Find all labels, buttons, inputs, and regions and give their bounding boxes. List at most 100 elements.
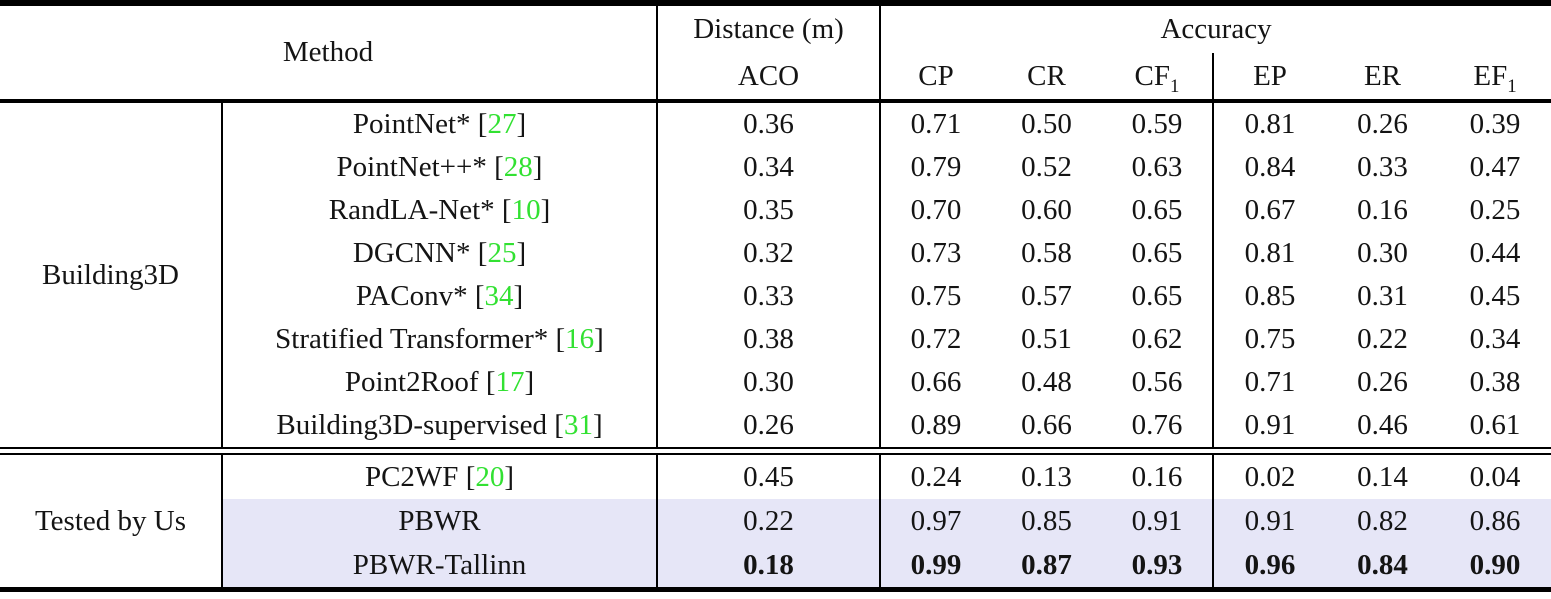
accuracy-group-header: Accuracy bbox=[878, 6, 1551, 53]
header-row-groups: Method Distance (m) Accuracy bbox=[0, 6, 1551, 68]
value-cell: 0.79 bbox=[879, 146, 991, 189]
value-cell: 0.97 bbox=[879, 499, 991, 543]
value-cell: 0.38 bbox=[1469, 366, 1521, 398]
accuracy-column-header: CR bbox=[1027, 59, 1066, 92]
table-row: PAConv* [34] 0.33 0.75 0.57 0.65 0.85 0.31 0.45 bbox=[0, 275, 1551, 318]
value-cell: 0.48 bbox=[1021, 366, 1072, 398]
value-cell: 0.61 bbox=[1469, 409, 1521, 441]
value-cell: 0.39 bbox=[1469, 108, 1521, 140]
value-cell: 0.52 bbox=[1021, 151, 1072, 183]
value-cell: 0.75 bbox=[1212, 318, 1326, 361]
bottom-rule bbox=[0, 587, 1551, 592]
metric-subscript: 1 bbox=[1170, 75, 1180, 97]
table-row: PBWR 0.22 0.97 0.85 0.91 0.91 0.82 0.86 bbox=[0, 499, 1551, 543]
method-cell: PBWR bbox=[221, 499, 657, 543]
method-cell: Stratified Transformer* [16] bbox=[221, 318, 657, 361]
value-cell: 0.30 bbox=[656, 361, 880, 404]
value-cell: 0.89 bbox=[879, 404, 991, 447]
value-cell: 0.56 bbox=[1131, 366, 1183, 398]
table-row: Building3D-supervised [31] 0.26 0.89 0.66 0.… bbox=[0, 404, 1551, 447]
value-cell: 0.72 bbox=[879, 318, 991, 361]
value-cell: 0.46 bbox=[1357, 409, 1408, 441]
citation-link[interactable]: 10 bbox=[511, 194, 541, 226]
value-cell: 0.24 bbox=[879, 455, 991, 499]
table-row: Building3D PointNet* [27] 0.36 0.71 0.50 0.59… bbox=[0, 103, 1551, 291]
table-row: Tested by Us PC2WF [20] 0.45 0.24 0.13 0.16 0.… bbox=[0, 455, 1551, 537]
value-cell: 0.67 bbox=[1212, 189, 1326, 232]
method-column-header: Method bbox=[282, 36, 374, 68]
value-cell: 0.26 bbox=[1357, 108, 1408, 140]
value-cell: 0.81 bbox=[1212, 232, 1326, 275]
aco-column-header: ACO bbox=[656, 53, 880, 99]
value-cell: 0.71 bbox=[1212, 361, 1326, 404]
value-cell: 0.84 bbox=[1212, 146, 1326, 189]
value-cell: 0.13 bbox=[1021, 460, 1072, 493]
citation-link[interactable]: 17 bbox=[495, 366, 525, 398]
value-cell: 0.70 bbox=[879, 189, 991, 232]
value-cell: 0.63 bbox=[1131, 151, 1183, 183]
value-cell: 0.45 bbox=[1469, 280, 1521, 312]
accuracy-column-header: EP bbox=[1212, 53, 1326, 99]
method-cell: Building3D-supervised [31] bbox=[221, 404, 657, 447]
citation-link[interactable]: 25 bbox=[487, 237, 517, 269]
method-cell: DGCNN* [25] bbox=[221, 232, 657, 275]
tested-by-us-section: Tested by Us PC2WF [20] 0.45 0.24 0.13 0.16 0.… bbox=[0, 455, 1551, 587]
value-cell: 0.25 bbox=[1469, 194, 1521, 226]
method-cell: PointNet++* [28] bbox=[221, 146, 657, 189]
value-cell: 0.65 bbox=[1131, 280, 1183, 312]
value-cell: 0.45 bbox=[656, 455, 880, 499]
value-cell: 0.86 bbox=[1439, 499, 1551, 543]
distance-group-header: Distance (m) bbox=[656, 6, 880, 53]
header-separator-rule bbox=[0, 99, 1551, 103]
method-cell: Point2Roof [17] bbox=[221, 361, 657, 404]
value-cell: 0.99 bbox=[879, 543, 991, 587]
value-cell: 0.44 bbox=[1469, 237, 1521, 269]
value-cell: 0.50 bbox=[1021, 108, 1072, 140]
building3d-section: Building3D PointNet* [27] 0.36 0.71 0.50 0.59… bbox=[0, 103, 1551, 447]
value-cell: 0.73 bbox=[879, 232, 991, 275]
value-cell: 0.76 bbox=[1131, 409, 1183, 441]
value-cell: 0.04 bbox=[1469, 460, 1521, 493]
value-cell: 0.51 bbox=[1021, 323, 1072, 355]
method-cell: PointNet* [27] bbox=[221, 103, 657, 146]
dataset-group-label: Building3D bbox=[42, 258, 179, 291]
value-cell: 0.85 bbox=[991, 499, 1102, 543]
value-cell: 0.32 bbox=[656, 232, 880, 275]
method-cell: PBWR-Tallinn bbox=[221, 543, 657, 587]
value-cell: 0.35 bbox=[656, 189, 880, 232]
value-cell: 0.02 bbox=[1212, 455, 1326, 499]
table-row: PBWR-Tallinn 0.18 0.99 0.87 0.93 0.96 0.84 0.90 bbox=[0, 543, 1551, 587]
top-rule bbox=[0, 0, 1551, 6]
value-cell: 0.90 bbox=[1439, 543, 1551, 587]
value-cell: 0.82 bbox=[1326, 499, 1439, 543]
value-cell: 0.66 bbox=[879, 361, 991, 404]
value-cell: 0.34 bbox=[1469, 323, 1521, 355]
value-cell: 0.96 bbox=[1212, 543, 1326, 587]
value-cell: 0.30 bbox=[1357, 237, 1408, 269]
value-cell: 0.58 bbox=[1021, 237, 1072, 269]
citation-link[interactable]: 34 bbox=[484, 280, 514, 312]
accuracy-column-header: CP bbox=[879, 53, 991, 99]
value-cell: 0.36 bbox=[656, 103, 880, 146]
method-cell: PC2WF [20] bbox=[221, 455, 657, 499]
value-cell: 0.85 bbox=[1212, 275, 1326, 318]
value-cell: 0.60 bbox=[1021, 194, 1072, 226]
citation-link[interactable]: 28 bbox=[503, 151, 533, 183]
citation-link[interactable]: 31 bbox=[563, 409, 593, 441]
value-cell: 0.62 bbox=[1131, 323, 1183, 355]
method-cell: PAConv* [34] bbox=[221, 275, 657, 318]
dataset-group-label: Tested by Us bbox=[34, 504, 186, 537]
value-cell: 0.91 bbox=[1212, 404, 1326, 447]
citation-link[interactable]: 27 bbox=[487, 108, 517, 140]
value-cell: 0.16 bbox=[1131, 460, 1183, 493]
results-table-header: Method Distance (m) Accuracy ACO CP CR CF1… bbox=[0, 6, 1551, 99]
citation-link[interactable]: 20 bbox=[475, 460, 505, 493]
value-cell: 0.22 bbox=[1357, 323, 1408, 355]
citation-link[interactable]: 16 bbox=[565, 323, 595, 355]
value-cell: 0.71 bbox=[879, 103, 991, 146]
value-cell: 0.75 bbox=[879, 275, 991, 318]
table-row: Stratified Transformer* [16] 0.38 0.72 0.51… bbox=[0, 318, 1551, 361]
table-row: PointNet++* [28] 0.34 0.79 0.52 0.63 0.84 0.33… bbox=[0, 146, 1551, 189]
accuracy-column-header: EF1 bbox=[1473, 59, 1517, 97]
